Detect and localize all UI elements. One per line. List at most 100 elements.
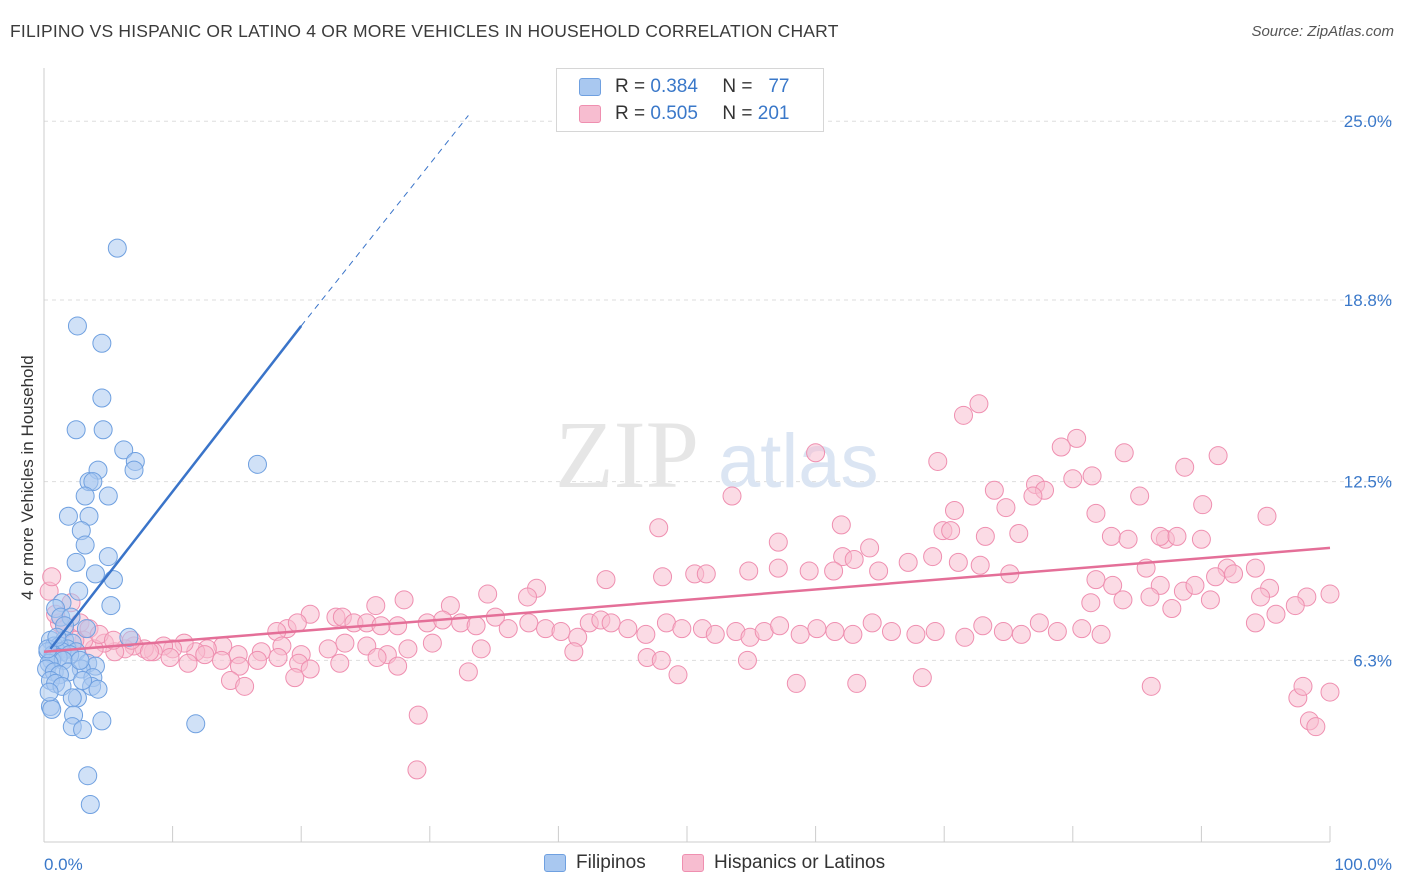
hispanic-point xyxy=(928,451,948,471)
hispanic-point xyxy=(831,515,851,535)
filipino-point xyxy=(66,552,86,572)
hispanic-point xyxy=(1224,564,1244,584)
legend-r-value: 0.505 xyxy=(650,103,698,124)
bottom-legend-swatch-hispanics xyxy=(682,854,704,872)
hispanic-point xyxy=(955,627,975,647)
hispanic-point xyxy=(247,650,267,670)
hispanic-point xyxy=(696,564,716,584)
legend-n-label: N = xyxy=(722,103,753,124)
trend-lines xyxy=(43,115,1331,653)
hispanic-point xyxy=(1063,469,1083,489)
hispanic-point xyxy=(825,622,845,642)
hispanic-point xyxy=(768,532,788,552)
hispanic-point xyxy=(651,650,671,670)
hispanic-point xyxy=(518,587,538,607)
hispanic-point xyxy=(1141,676,1161,696)
hispanic-point xyxy=(195,645,215,665)
filipino-point xyxy=(119,627,139,647)
hispanic-point xyxy=(786,673,806,693)
hispanic-point xyxy=(1086,503,1106,523)
hispanic-point xyxy=(975,526,995,546)
hispanic-point xyxy=(1130,486,1150,506)
legend-row-filipinos: R = 0.384 N = 77 xyxy=(579,74,789,100)
legend-n-value: 77 xyxy=(768,76,790,97)
legend-r-value: 0.384 xyxy=(650,76,698,97)
hispanic-point xyxy=(139,642,159,662)
y-tick-label: 12.5% xyxy=(1344,473,1392,492)
hispanic-point xyxy=(1047,622,1067,642)
bottom-legend-filipinos: Filipinos xyxy=(544,852,646,874)
hispanic-point xyxy=(649,518,669,538)
y-tick-label: 6.3% xyxy=(1353,651,1392,670)
hispanic-point xyxy=(790,624,810,644)
hispanic-point xyxy=(498,619,518,639)
filipino-point xyxy=(92,388,112,408)
hispanic-point xyxy=(722,486,742,506)
hispanic-point xyxy=(408,705,428,725)
hispanic-point xyxy=(1162,598,1182,618)
filipino-trend-extension xyxy=(300,115,469,327)
y-axis-label: 4 or more Vehicles in Household xyxy=(18,355,37,600)
hispanic-point xyxy=(824,561,844,581)
filipino-point xyxy=(124,460,144,480)
hispanic-point xyxy=(984,480,1004,500)
hispanic-point xyxy=(1140,587,1160,607)
filipino-point xyxy=(75,486,95,506)
hispanic-point xyxy=(1206,567,1226,587)
hispanic-point xyxy=(596,570,616,590)
source-label: Source: ZipAtlas.com xyxy=(1251,23,1394,40)
filipino-point xyxy=(85,564,105,584)
hispanic-point xyxy=(211,650,231,670)
hispanic-point xyxy=(996,498,1016,518)
filipino-point xyxy=(98,547,118,567)
hispanic-point xyxy=(1101,526,1121,546)
hispanic-point xyxy=(668,665,688,685)
bottom-legend: Filipinos Hispanics or Latinos xyxy=(0,852,1406,878)
hispanic-point xyxy=(229,656,249,676)
hispanic-point xyxy=(1051,437,1071,457)
hispanic-point xyxy=(653,567,673,587)
filipino-point xyxy=(67,316,87,336)
legend-swatch-hispanics xyxy=(579,105,601,123)
hispanic-point xyxy=(366,596,386,616)
hispanic-point xyxy=(42,567,62,587)
filipino-point xyxy=(92,711,112,731)
hispanic-point xyxy=(969,394,989,414)
legend-r-label: R = xyxy=(615,76,646,97)
legend-r-label: R = xyxy=(615,103,646,124)
legend-row-hispanics: R = 0.505 N = 201 xyxy=(579,101,789,127)
hispanic-point xyxy=(285,668,305,688)
hispanic-point xyxy=(770,616,790,636)
filipino-point xyxy=(58,506,78,526)
legend-box: R = 0.384 N = 77 R = 0.505 N = 201 xyxy=(556,68,824,132)
hispanic-point xyxy=(1185,575,1205,595)
filipino-point xyxy=(93,420,113,440)
hispanic-point xyxy=(1257,506,1277,526)
hispanic-point xyxy=(1251,587,1271,607)
x-tick-label: 0.0% xyxy=(44,855,83,874)
bottom-legend-label-hispanics: Hispanics or Latinos xyxy=(714,852,886,873)
hispanic-point xyxy=(471,639,491,659)
hispanic-point xyxy=(923,547,943,567)
hispanic-point xyxy=(1118,529,1138,549)
filipino-point xyxy=(73,720,93,740)
hispanic-point xyxy=(906,624,926,644)
hispanic-point xyxy=(1081,593,1101,613)
y-tick-label: 18.8% xyxy=(1344,291,1392,310)
filipino-point xyxy=(42,699,62,719)
hispanic-point xyxy=(1167,526,1187,546)
legend-n-value: 201 xyxy=(757,103,790,124)
hispanic-point xyxy=(1245,558,1265,578)
hispanic-point xyxy=(869,561,889,581)
hispanic-point xyxy=(407,760,427,780)
filipino-point xyxy=(66,420,86,440)
hispanic-point xyxy=(160,647,180,667)
hispanic-point xyxy=(367,647,387,667)
filipino-point xyxy=(101,596,121,616)
bottom-legend-swatch-filipinos xyxy=(544,854,566,872)
bottom-legend-label-filipinos: Filipinos xyxy=(576,852,646,873)
bottom-legend-hispanics: Hispanics or Latinos xyxy=(682,852,885,874)
y-axis-label-wrap: 4 or more Vehicles in Household xyxy=(18,355,38,620)
filipino-point xyxy=(39,682,59,702)
x-tick-label: 100.0% xyxy=(1334,855,1392,874)
